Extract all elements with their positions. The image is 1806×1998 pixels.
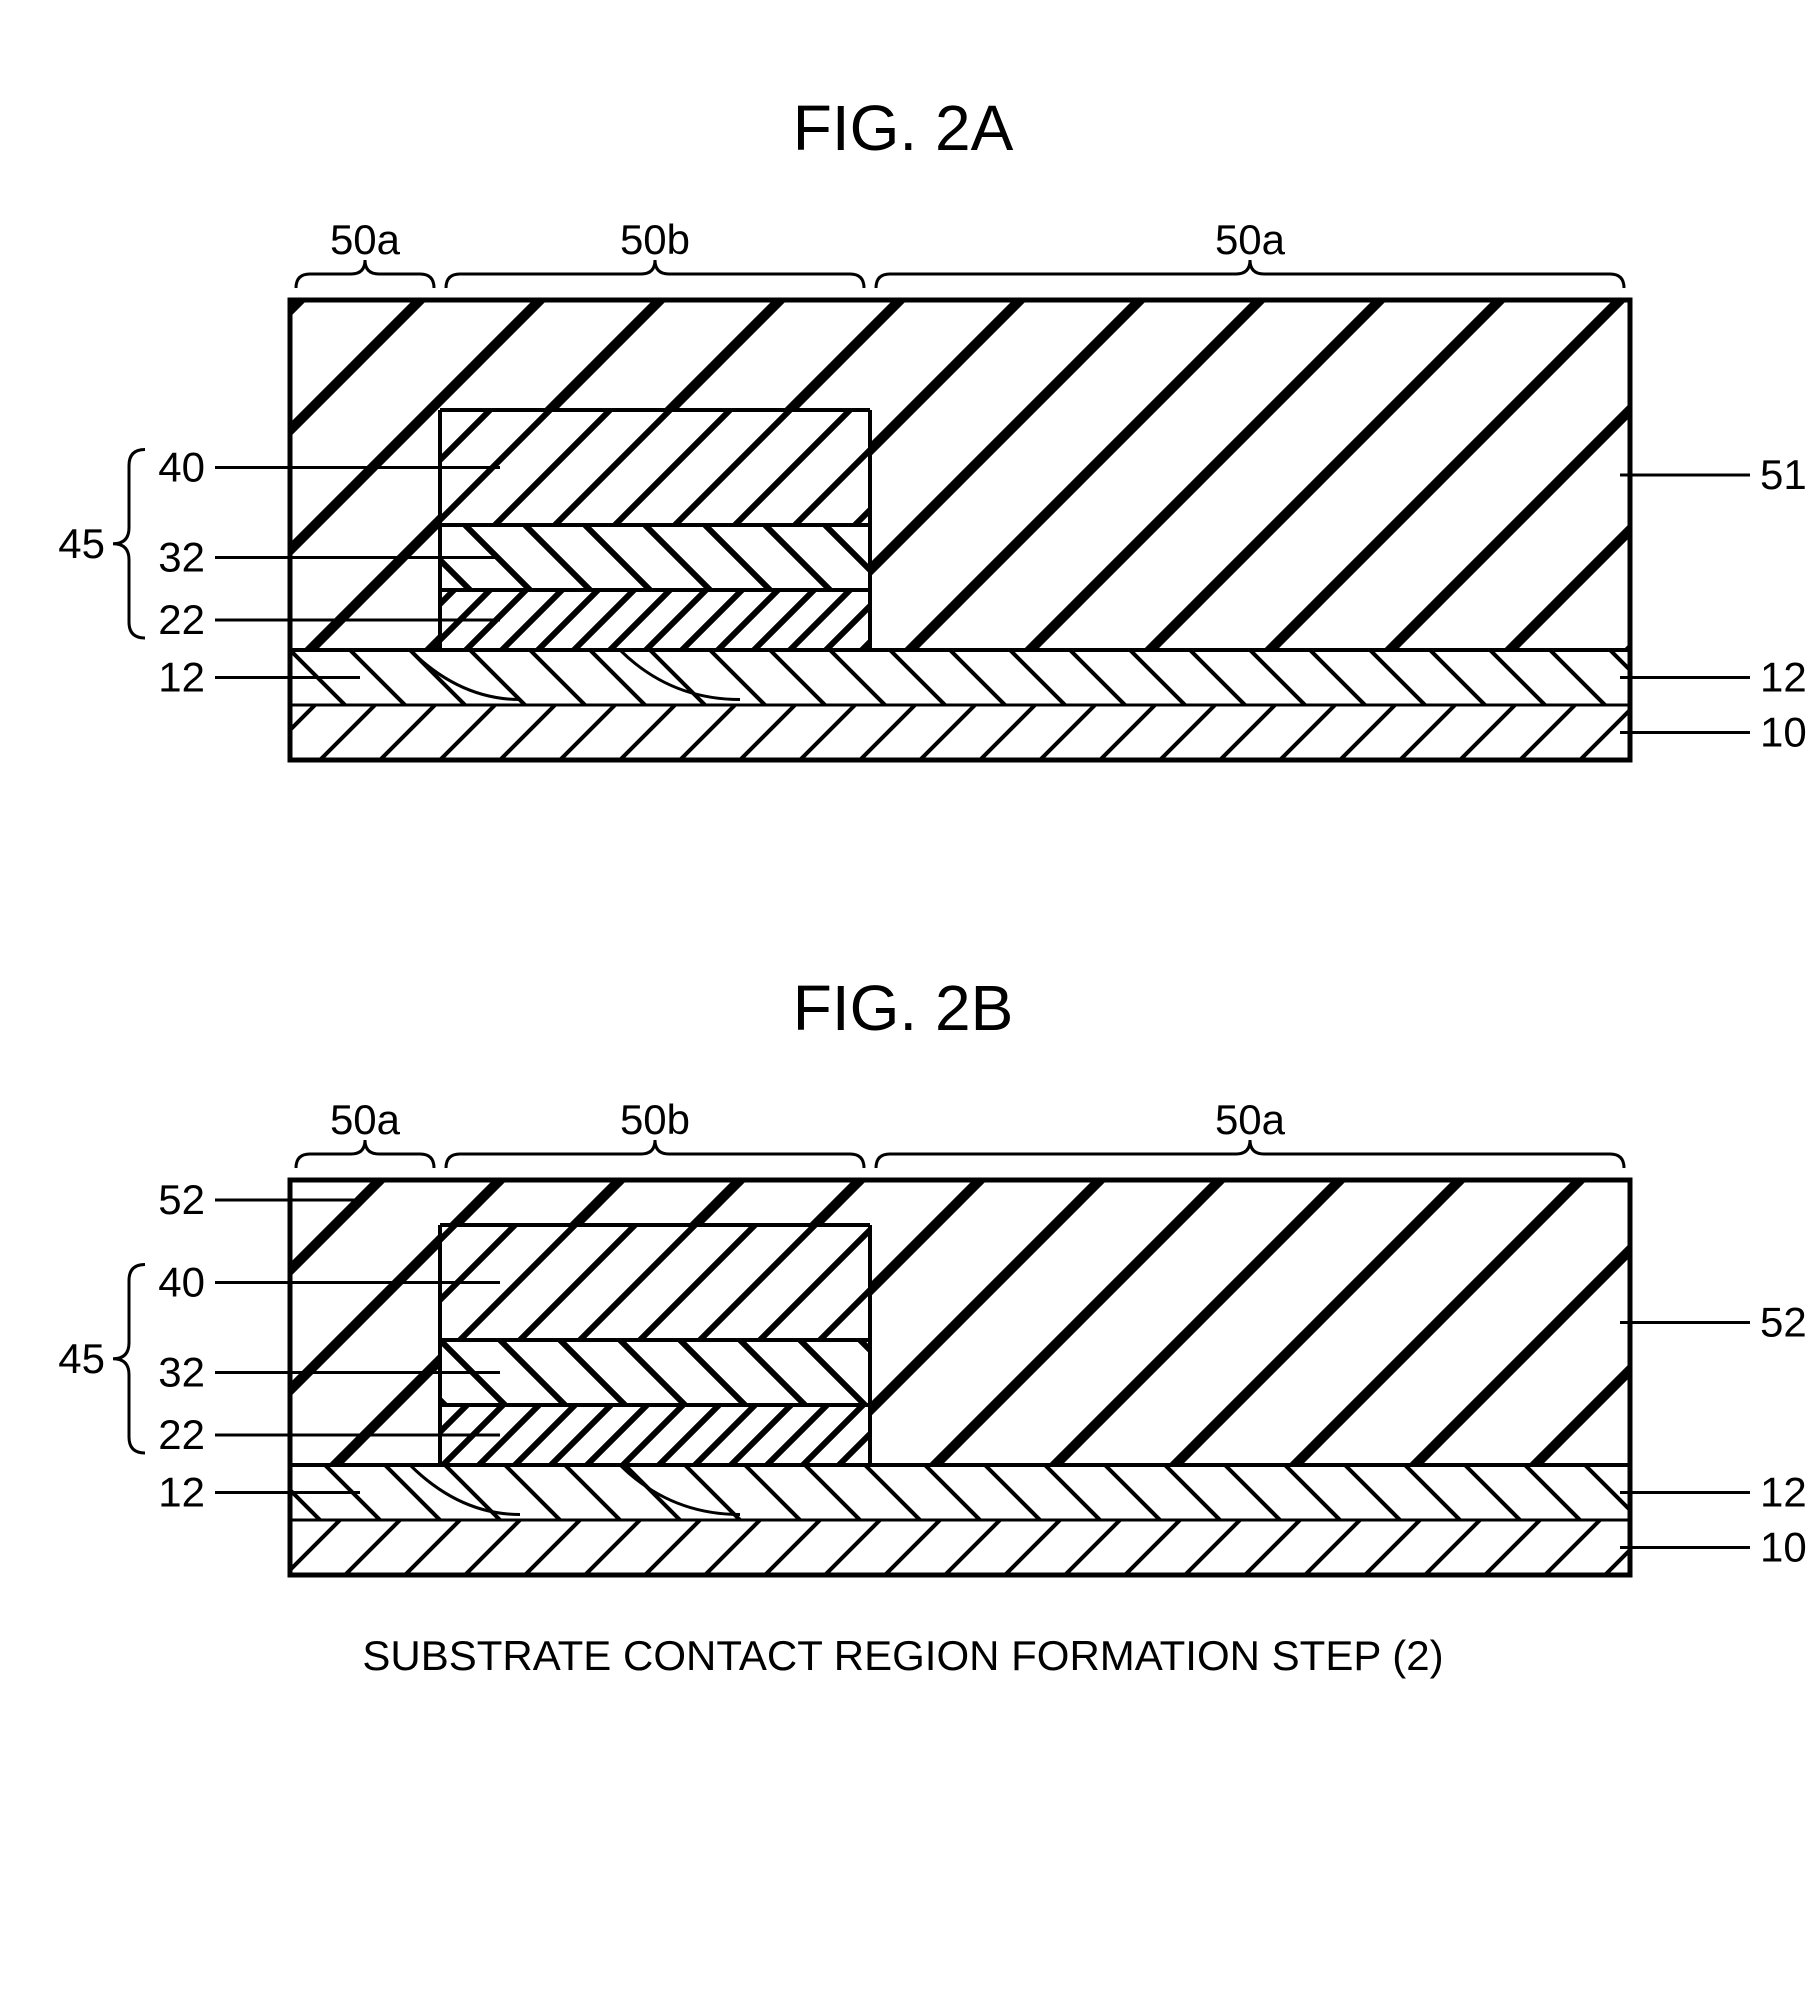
svg-text:40: 40: [158, 444, 205, 491]
svg-text:10: 10: [1760, 709, 1806, 756]
svg-text:10: 10: [1760, 1524, 1806, 1571]
svg-text:50b: 50b: [620, 1096, 690, 1143]
svg-text:32: 32: [158, 534, 205, 581]
figure-2a-2b: FIG. 2A 50a 50b 50a 40 32 22 45 12 51 12 10 FIG. 2B 5…: [0, 0, 1806, 1998]
svg-text:12: 12: [1760, 654, 1806, 701]
svg-text:22: 22: [158, 596, 205, 643]
svg-text:50a: 50a: [330, 216, 401, 263]
svg-text:12: 12: [158, 654, 205, 701]
svg-text:FIG. 2A: FIG. 2A: [793, 92, 1014, 164]
svg-text:SUBSTRATE CONTACT REGION FORMA: SUBSTRATE CONTACT REGION FORMATION STEP …: [362, 1632, 1443, 1679]
svg-text:51: 51: [1760, 451, 1806, 498]
svg-text:12: 12: [158, 1469, 205, 1516]
svg-text:50a: 50a: [1215, 1096, 1286, 1143]
svg-text:40: 40: [158, 1259, 205, 1306]
svg-text:50a: 50a: [330, 1096, 401, 1143]
svg-text:12: 12: [1760, 1469, 1806, 1516]
svg-text:45: 45: [58, 1335, 105, 1382]
svg-text:22: 22: [158, 1411, 205, 1458]
svg-text:50b: 50b: [620, 216, 690, 263]
svg-text:52: 52: [158, 1176, 205, 1223]
svg-text:52: 52: [1760, 1299, 1806, 1346]
svg-text:45: 45: [58, 520, 105, 567]
svg-text:50a: 50a: [1215, 216, 1286, 263]
svg-text:FIG. 2B: FIG. 2B: [793, 972, 1014, 1044]
svg-text:32: 32: [158, 1349, 205, 1396]
